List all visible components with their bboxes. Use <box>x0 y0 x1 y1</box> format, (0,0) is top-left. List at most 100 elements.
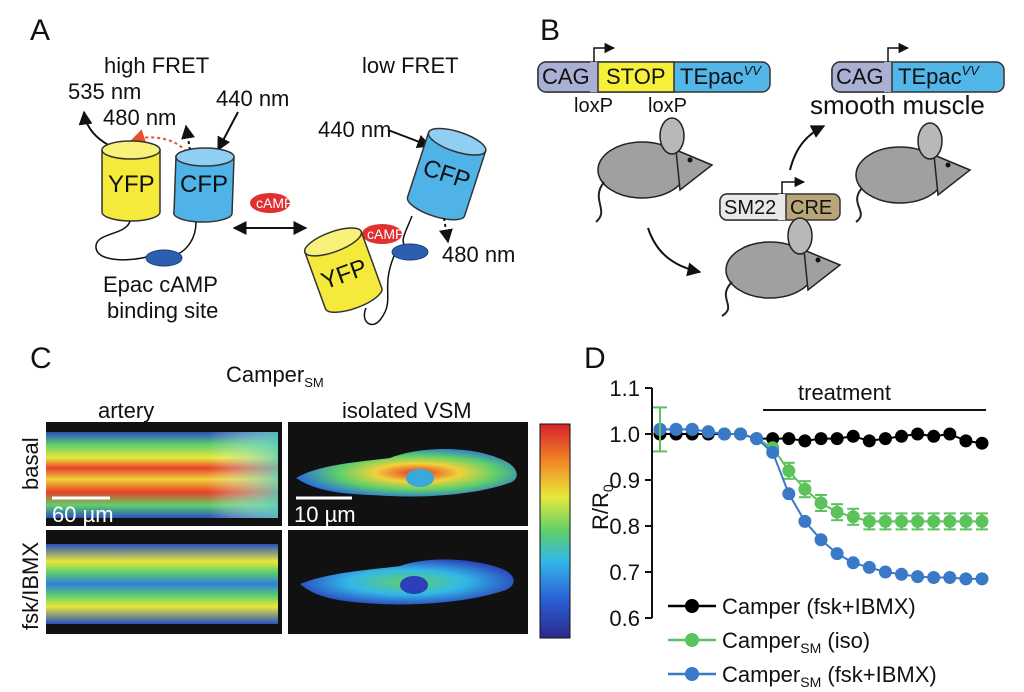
high-fret-label: high FRET <box>104 53 209 78</box>
construct-floxed: CAG STOP TEpacVV loxP loxP <box>537 42 771 117</box>
data-point <box>959 434 973 448</box>
legend-label: CamperSM (iso) <box>722 628 870 656</box>
linker-low-top <box>402 215 413 249</box>
camper-sm-title: CamperSM <box>226 362 324 390</box>
data-point <box>927 514 941 528</box>
cag-label-left: CAG <box>542 64 590 89</box>
data-point <box>959 514 973 528</box>
artery-fsk-image <box>46 530 282 634</box>
data-point <box>814 533 828 547</box>
data-point <box>814 432 828 446</box>
cag-label-right: CAG <box>836 64 884 89</box>
linker-high-right <box>177 221 197 255</box>
stop-label: STOP <box>606 64 666 89</box>
data-point <box>750 432 764 446</box>
chart-series <box>653 406 989 586</box>
camp-bound-ellipse <box>362 224 402 244</box>
data-point <box>734 427 747 441</box>
y-tick-label: 1.0 <box>609 422 640 447</box>
data-point <box>846 429 860 443</box>
y-tick-label: 1.1 <box>609 376 640 401</box>
data-point <box>862 514 876 528</box>
data-point <box>975 572 989 586</box>
binding-site-ellipse <box>145 249 183 267</box>
cre-label: CRE <box>790 197 832 219</box>
sm22-cre-construct: SM22 CRE <box>719 176 841 221</box>
panel-c-letter: C <box>30 342 52 375</box>
sm22-label: SM22 <box>724 197 776 219</box>
vsm-basal-cell <box>296 449 517 497</box>
data-point <box>911 514 925 528</box>
data-point <box>798 482 812 496</box>
yfp-cylinder-low: YFP <box>303 227 383 313</box>
tepac-label-left: TEpacVV <box>680 63 762 89</box>
chart-axes: 0.6 0.7 0.8 0.9 1.0 1.1 <box>609 376 986 631</box>
low-fret-label: low FRET <box>362 53 459 78</box>
excitation-440-left-arrow <box>217 111 239 152</box>
data-point <box>830 505 844 519</box>
wavelength-535-label: 535 nm <box>68 79 141 104</box>
data-point <box>943 571 957 585</box>
chart-legend: Camper (fsk+IBMX) CamperSM (iso) CamperSM … <box>668 594 937 690</box>
panel-a: A high FRET low FRET 535 nm 480 nm 440 n… <box>30 14 515 326</box>
color-scale-bar <box>539 423 571 639</box>
data-point <box>911 570 925 584</box>
tepac-label-right: TEpacVV <box>898 63 980 89</box>
cfp-cylinder-high: CFP <box>173 147 235 223</box>
cross-arrow-down <box>647 227 702 277</box>
loxp-left-label: loxP <box>574 95 613 117</box>
basal-row-label: basal <box>18 437 43 490</box>
panel-a-letter: A <box>30 14 50 47</box>
data-point <box>830 547 844 561</box>
yfp-cylinder-high: YFP <box>101 140 161 222</box>
binding-site-line2: binding site <box>107 298 218 323</box>
data-point <box>766 445 780 459</box>
data-point <box>959 572 973 586</box>
data-point <box>846 510 860 524</box>
vsm-fsk-nucleus <box>400 576 428 594</box>
vsm-fsk-image <box>288 530 528 634</box>
camp-free-label: cAMP <box>256 195 293 211</box>
panel-c: C CamperSM artery isolated VSM basal fsk… <box>18 342 571 639</box>
data-point <box>895 514 908 528</box>
artery-column-label: artery <box>98 398 154 423</box>
legend-label: CamperSM (fsk+IBMX) <box>722 662 937 690</box>
wavelength-440-right-label: 440 nm <box>318 117 391 142</box>
promoter-arrow-cre <box>781 176 806 194</box>
scale-artery-label: 60 µm <box>52 502 114 527</box>
data-point <box>911 427 925 441</box>
smooth-muscle-label: smooth muscle <box>810 90 985 120</box>
legend-label: Camper (fsk+IBMX) <box>722 594 916 619</box>
legend-marker <box>685 667 699 681</box>
data-point <box>717 427 731 441</box>
excitation-440-right-arrow <box>387 129 432 149</box>
data-point <box>685 422 699 436</box>
linker-low <box>363 255 395 326</box>
treatment-label: treatment <box>798 380 891 405</box>
loxp-right-label: loxP <box>648 95 687 117</box>
emission-480-right-arrow <box>439 217 453 244</box>
data-point <box>943 427 957 441</box>
data-point <box>846 556 860 570</box>
y-axis-label: R/R0 <box>588 484 616 530</box>
vsm-column-label: isolated VSM <box>342 398 472 423</box>
legend-marker <box>685 633 699 647</box>
wavelength-480-right-label: 480 nm <box>442 242 515 267</box>
data-point <box>878 514 892 528</box>
y-tick-label: 0.6 <box>609 606 640 631</box>
data-point <box>862 434 876 448</box>
y-tick-label: 0.9 <box>609 468 640 493</box>
camp-bound-label: cAMP <box>367 226 404 242</box>
mouse-smooth-muscle-icon <box>855 122 972 223</box>
data-point <box>862 560 876 574</box>
data-point <box>878 565 892 579</box>
legend-marker <box>685 599 699 613</box>
data-point <box>766 432 780 446</box>
cross-arrow-up <box>789 125 826 171</box>
data-point <box>814 496 828 510</box>
cfp-cylinder-low: CFP <box>406 127 487 221</box>
promoter-arrow-left <box>593 42 616 62</box>
data-point <box>927 571 941 585</box>
binding-site-low-ellipse <box>391 243 429 261</box>
